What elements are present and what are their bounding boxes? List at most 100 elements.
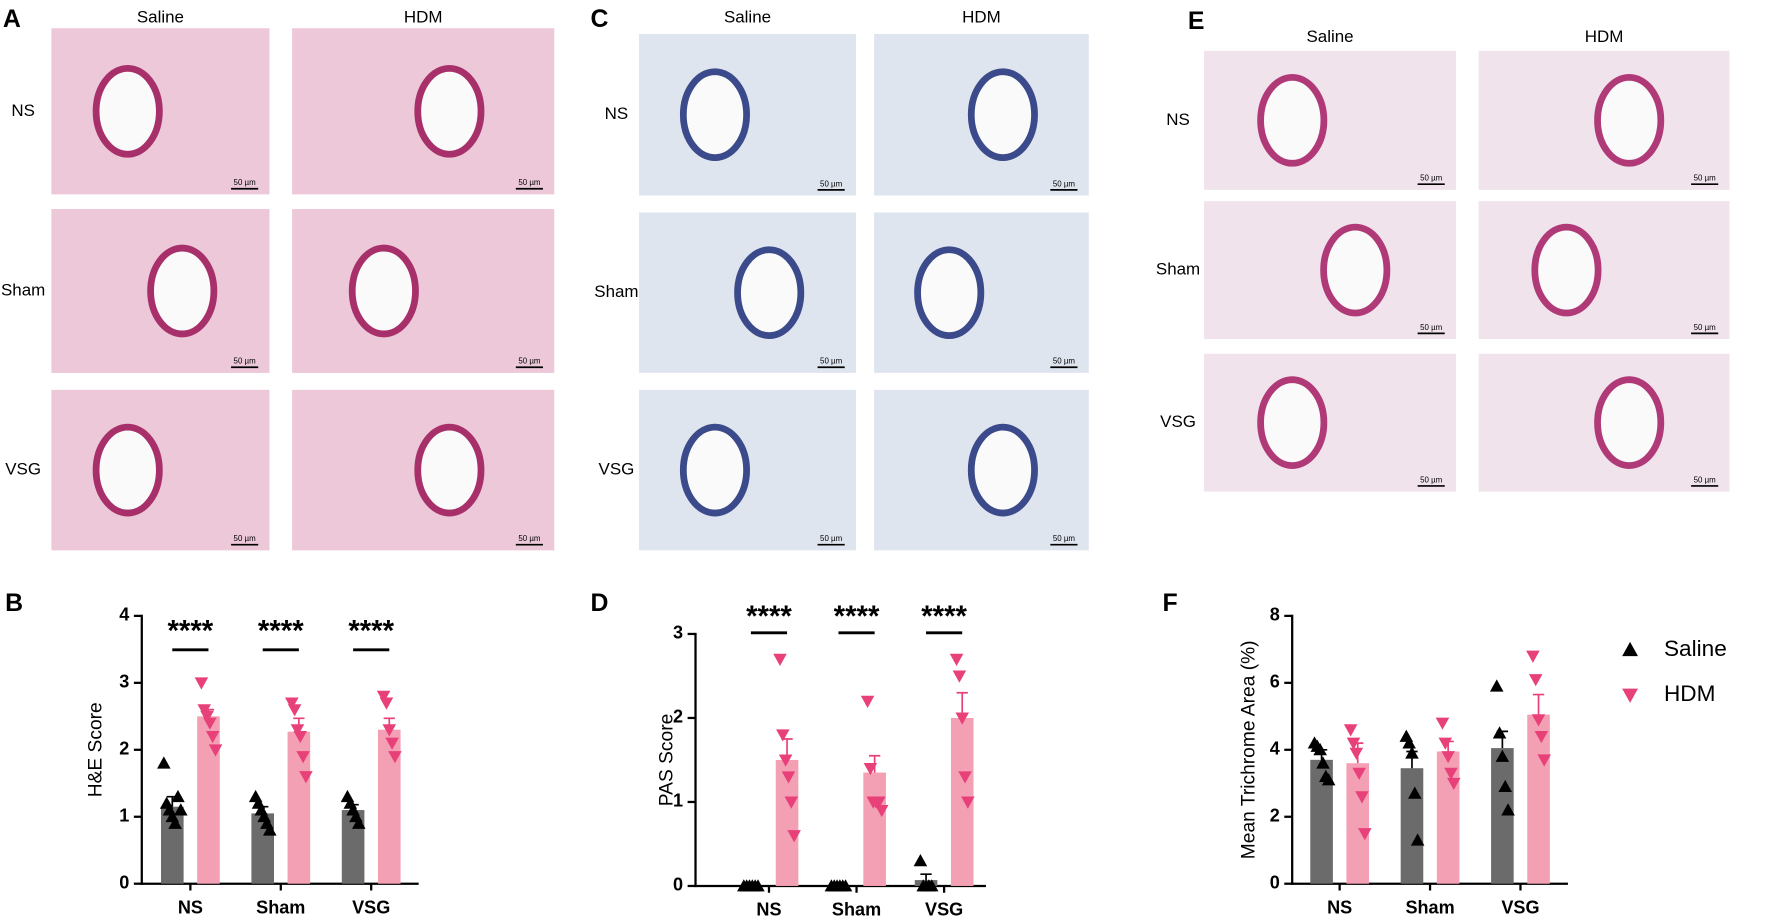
scale-bar-label: 50 µm — [518, 534, 541, 543]
data-point — [1447, 777, 1461, 791]
histology-image — [292, 209, 555, 373]
panel-letter: B — [5, 589, 23, 617]
scale-bar-label: 50 µm — [234, 178, 257, 187]
scale-bar-label: 50 µm — [1053, 534, 1076, 543]
scale-bar-label: 50 µm — [1694, 323, 1717, 332]
data-point — [194, 677, 209, 690]
data-point — [171, 789, 185, 803]
y-tick-label: 4 — [1270, 739, 1280, 759]
bar — [1491, 748, 1514, 884]
data-point — [784, 796, 799, 809]
column-header: HDM — [962, 8, 1001, 27]
y-tick-label: 0 — [1270, 872, 1280, 892]
column-header: Saline — [1307, 27, 1354, 46]
y-tick-label: 4 — [119, 605, 129, 625]
bar — [775, 759, 799, 886]
data-point — [1410, 833, 1425, 846]
y-axis-label: Mean Trichrome Area (%) — [1238, 640, 1259, 859]
data-point — [1313, 743, 1327, 756]
y-tick-label: 3 — [119, 672, 129, 692]
data-point — [1352, 767, 1366, 781]
data-point — [1537, 754, 1551, 767]
bar — [197, 716, 220, 884]
data-point — [1346, 737, 1361, 750]
data-point — [961, 796, 975, 809]
x-tick-label: VSG — [1501, 897, 1539, 917]
x-tick-label: NS — [756, 900, 781, 920]
data-point — [1444, 767, 1458, 781]
legend-marker — [1622, 641, 1638, 657]
x-tick-label: VSG — [352, 897, 390, 917]
data-point — [863, 762, 878, 776]
column-header: HDM — [1585, 27, 1624, 46]
data-point — [351, 816, 366, 829]
y-tick-label: 0 — [119, 872, 129, 892]
bar — [377, 729, 401, 884]
significance-label: **** — [258, 615, 304, 648]
histology-image — [1204, 353, 1457, 492]
data-point — [203, 717, 217, 730]
row-label: Sham — [1156, 260, 1200, 279]
airway — [679, 68, 750, 162]
x-tick-label: Sham — [832, 900, 881, 920]
airway — [967, 423, 1038, 517]
data-point — [751, 879, 765, 892]
significance-label: **** — [168, 615, 214, 648]
significance-label: **** — [746, 600, 792, 633]
column-header: Saline — [724, 8, 771, 27]
x-tick-label: VSG — [925, 900, 963, 920]
data-point — [781, 771, 796, 784]
scale-bar-label: 50 µm — [1420, 475, 1443, 484]
data-point — [1405, 746, 1419, 759]
data-point — [874, 804, 889, 818]
y-tick-label: 1 — [119, 806, 129, 826]
legend-label: Saline — [1664, 636, 1727, 661]
data-point — [1528, 674, 1543, 687]
data-point — [1321, 773, 1336, 786]
scale-bar-label: 50 µm — [1053, 357, 1076, 366]
significance-label: **** — [348, 615, 394, 648]
airway — [1257, 74, 1328, 167]
row-label: Sham — [1, 280, 45, 299]
bar — [950, 717, 974, 886]
data-point — [1534, 730, 1549, 744]
airway — [679, 423, 750, 517]
data-point — [388, 751, 402, 764]
data-point — [1441, 751, 1455, 764]
y-tick-label: 6 — [1270, 672, 1280, 692]
bar — [863, 772, 886, 886]
column-header: HDM — [404, 8, 443, 27]
data-point — [1408, 786, 1422, 799]
histology-image — [1478, 201, 1730, 340]
data-point — [299, 771, 313, 784]
data-point — [787, 830, 801, 843]
data-point — [262, 823, 277, 836]
data-point — [1343, 724, 1358, 737]
data-point — [205, 730, 220, 744]
scale-bar-label: 50 µm — [234, 534, 257, 543]
data-point — [173, 803, 188, 816]
data-point — [1316, 756, 1330, 769]
data-point — [1358, 828, 1372, 841]
data-point — [168, 816, 182, 829]
x-tick-label: NS — [1327, 897, 1352, 917]
error-bar — [920, 873, 932, 881]
scale-bar-label: 50 µm — [1420, 323, 1443, 332]
scale-bar-label: 50 µm — [820, 357, 843, 366]
airway — [92, 64, 163, 158]
row-label: NS — [1166, 110, 1190, 129]
bar — [287, 731, 311, 884]
data-point — [1435, 717, 1450, 730]
airway — [348, 244, 419, 338]
data-point — [776, 729, 790, 742]
column-header: Saline — [137, 8, 184, 27]
airway — [967, 68, 1038, 162]
airway — [914, 246, 985, 340]
data-point — [1489, 679, 1504, 692]
y-tick-label: 1 — [673, 791, 683, 811]
data-point — [949, 653, 964, 666]
data-point — [1402, 736, 1416, 749]
airway — [1320, 223, 1391, 317]
airway — [1594, 376, 1665, 469]
scale-bar-label: 50 µm — [1420, 174, 1443, 183]
